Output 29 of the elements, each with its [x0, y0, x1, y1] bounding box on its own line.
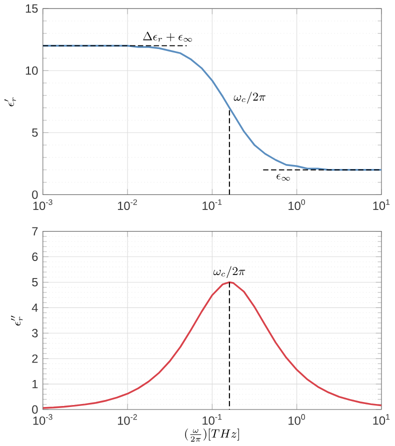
y-tick-label: 6: [32, 252, 38, 261]
y-tick-label: 1: [32, 380, 38, 388]
y-tick-label: 10: [26, 66, 38, 75]
x-tick-label: 10$^{0}$: [288, 199, 305, 210]
x-axis-title: $(\frac{\omega}{2\pi}) [THz]$: [185, 428, 239, 442]
x-tick-label: 10$^{1}$: [373, 199, 390, 210]
annotation: $\omega_c/2\pi$: [234, 92, 266, 104]
x-tick-label: 10$^{1}$: [373, 414, 390, 425]
y-tick-label: 5: [32, 278, 38, 286]
x-tick-label: 10$^{0}$: [288, 414, 305, 425]
y-tick-label: 7: [32, 227, 38, 236]
x-tick-label: 10$^{-3}$: [33, 199, 52, 210]
y-axis-title: $\epsilon_r'$: [4, 97, 16, 106]
x-tick-label: 10$^{-2}$: [118, 199, 137, 210]
x-tick-label: 10$^{-2}$: [118, 414, 137, 425]
y-tick-label: 0: [32, 405, 38, 414]
y-tick-label: 2: [32, 354, 38, 363]
y-tick-label: 15: [26, 4, 38, 13]
x-tick-label: 10$^{-1}$: [202, 414, 222, 425]
y-tick-label: 3: [32, 328, 38, 338]
annotation: $\Delta\epsilon_r + \epsilon_\infty$: [143, 32, 192, 42]
y-tick-label: 0: [32, 190, 38, 199]
annotation: $\omega_c/2\pi$: [213, 266, 246, 278]
y-axis-title: $\epsilon_r''$: [10, 316, 23, 326]
y-tick-label: 5: [32, 128, 38, 137]
y-tick-label: 4: [32, 304, 38, 312]
x-tick-label: 10$^{-3}$: [33, 414, 52, 425]
x-tick-label: 10$^{-1}$: [202, 199, 222, 210]
annotation: $\epsilon_\infty$: [276, 174, 290, 181]
